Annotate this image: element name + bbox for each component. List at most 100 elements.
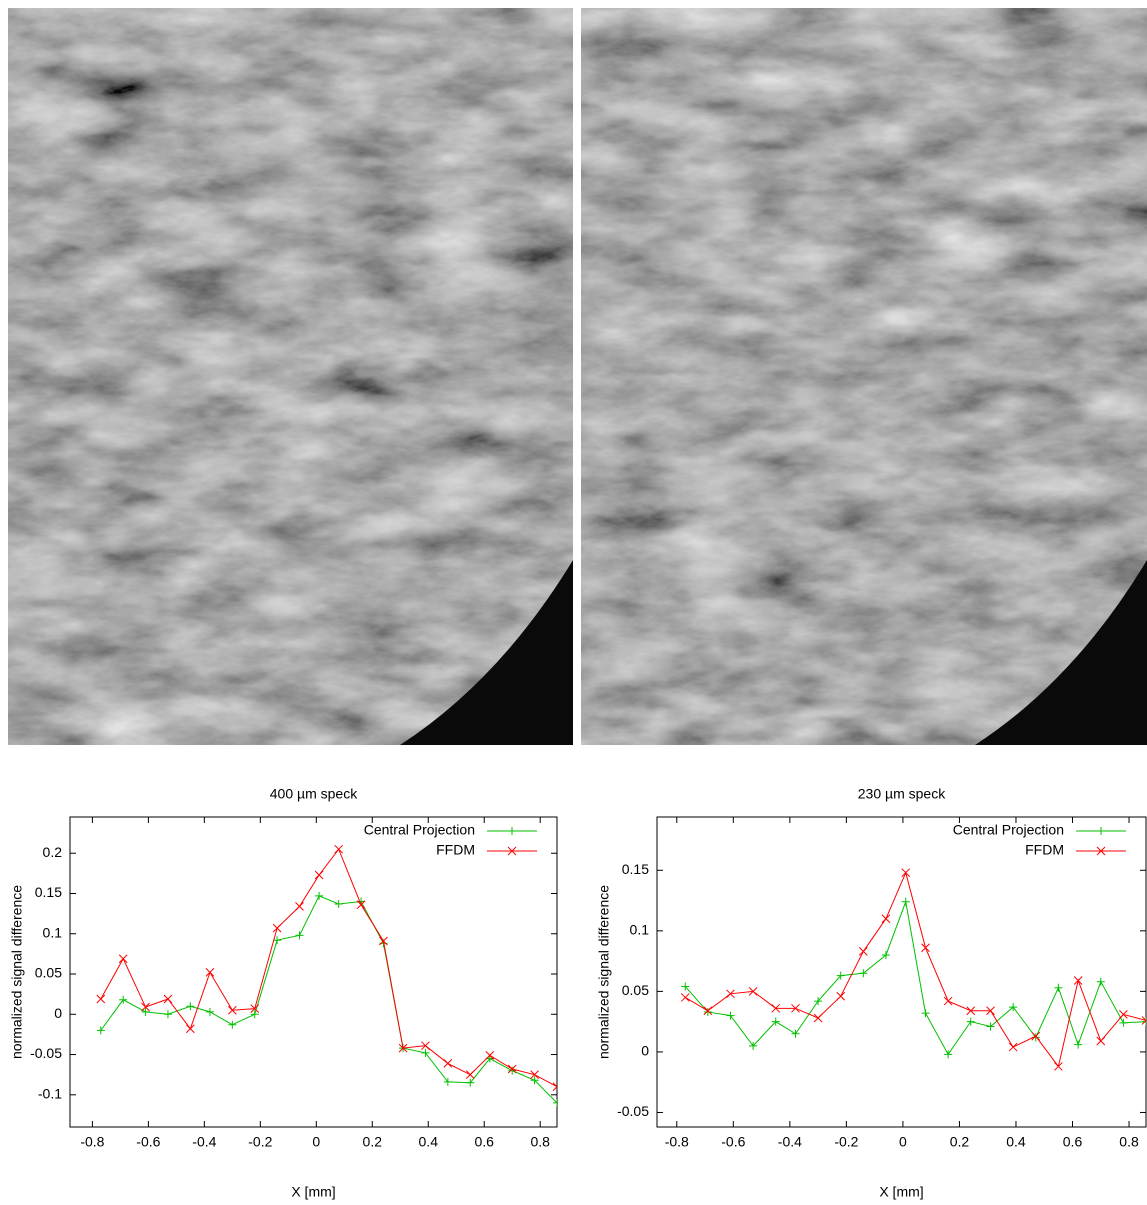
marker [813,1013,823,1023]
marker [986,1006,995,1016]
mammogram-right [581,8,1147,745]
marker [1119,1018,1128,1027]
x-tick-label: 0.8 [530,1134,550,1150]
y-tick-label: 0.05 [622,982,649,998]
marker [507,1064,517,1074]
marker [186,1002,195,1011]
marker [771,1003,781,1013]
marker [791,1029,800,1038]
marker [530,1076,539,1085]
marker [334,899,343,908]
marker [771,1017,780,1026]
marker [553,1098,557,1107]
marker [272,923,282,933]
x-tick-label: 0 [312,1134,320,1150]
marker [943,996,953,1006]
legend-label: Central Projection [953,822,1064,838]
marker [921,943,930,953]
x-tick-label: 0.6 [1063,1134,1083,1150]
marker [314,870,324,880]
legend-label: FFDM [436,842,475,858]
marker [1009,1003,1018,1012]
y-tick-label: 0.15 [622,861,649,877]
x-axis-label: X [mm] [291,1184,335,1200]
marker [443,1077,452,1086]
marker [530,1070,539,1080]
x-tick-label: -0.6 [136,1134,160,1150]
marker [680,993,690,1002]
y-axis-label: normalized signal difference [9,885,25,1059]
series-line [685,871,1146,1068]
marker [398,1043,408,1053]
marker [96,994,106,1004]
x-tick-label: -0.2 [248,1134,272,1150]
marker [1073,976,1083,985]
marker [726,989,735,999]
x-tick-label: 0.6 [474,1134,494,1150]
x-tick-label: -0.4 [192,1134,216,1150]
marker [163,1010,172,1019]
marker [1119,1010,1128,1019]
y-tick-label: 0.15 [35,884,62,900]
marker [1142,1017,1146,1026]
marker [466,1078,475,1087]
x-tick-label: -0.8 [665,1134,689,1150]
marker [749,1041,758,1050]
marker [1141,1016,1146,1025]
marker [1074,1040,1083,1049]
marker [250,1010,259,1019]
marker [726,1011,735,1020]
marker [465,1070,475,1080]
plot-frame [69,816,558,1128]
plot-area [96,844,557,1107]
y-tick-label: 0 [641,1043,649,1059]
marker [1054,983,1063,992]
chart-title: 400 µm speck [270,786,358,802]
marker [1096,1036,1106,1046]
marker [485,1050,495,1060]
marker [185,1024,195,1034]
chart-title: 230 µm speck [858,786,946,802]
legend-label: Central Projection [364,822,475,838]
marker [1096,977,1105,986]
marker [858,947,868,956]
marker [944,1050,953,1059]
marker [986,1022,995,1031]
x-tick-label: 0.4 [1006,1134,1026,1150]
marker [921,1009,930,1018]
marker [295,931,304,940]
marker [508,1066,517,1075]
series-line [100,848,557,1088]
marker [443,1059,453,1068]
series-line [684,899,1146,1056]
marker [681,982,690,991]
y-tick-label: -0.1 [38,1085,62,1101]
x-tick-label: 0.4 [419,1134,439,1150]
marker [507,846,517,856]
marker [295,902,304,911]
marker [881,951,890,960]
x-tick-label: 0 [899,1134,907,1150]
marker [1031,1031,1041,1041]
y-tick-label: 0 [54,1005,62,1021]
marker [334,844,344,854]
marker [791,1003,800,1013]
marker [1096,846,1106,856]
plot-area [680,868,1146,1071]
marker [273,936,282,945]
marker [379,936,388,946]
x-axis-label: X [mm] [879,1184,923,1200]
marker [421,1041,430,1051]
marker [748,987,758,996]
x-tick-label: -0.2 [834,1134,858,1150]
y-tick-label: 0.05 [35,965,62,981]
x-tick-label: 0.2 [363,1134,383,1150]
marker [966,1017,975,1026]
plot-frame [656,816,1147,1128]
marker [163,994,173,1004]
y-tick-label: 0.1 [630,922,650,938]
marker [315,891,324,900]
marker [703,1006,713,1016]
